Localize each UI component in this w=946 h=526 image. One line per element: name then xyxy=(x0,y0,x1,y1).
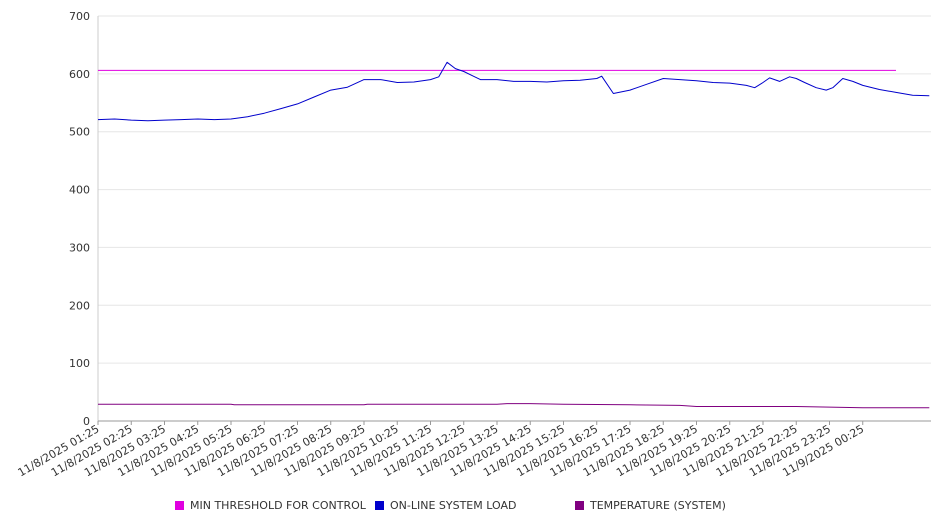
y-tick-label: 200 xyxy=(69,299,90,312)
y-axis-tick-labels: 0 100 200 300 400 500 600 700 xyxy=(69,10,90,428)
y-tick-label: 400 xyxy=(69,184,90,197)
horizontal-gridlines xyxy=(98,15,931,364)
y-tick-label: 0 xyxy=(83,415,90,428)
y-tick-label: 300 xyxy=(69,241,90,254)
y-tick-label: 600 xyxy=(69,68,90,81)
legend-swatch xyxy=(375,501,384,510)
legend-swatch xyxy=(575,501,584,510)
legend-label: MIN THRESHOLD FOR CONTROL xyxy=(190,499,367,512)
series-line-2 xyxy=(98,403,930,409)
series-lines xyxy=(97,61,930,409)
series-line-1 xyxy=(97,61,930,122)
legend-swatch xyxy=(175,501,184,510)
legend: MIN THRESHOLD FOR CONTROL ON-LINE SYSTEM … xyxy=(175,499,726,512)
y-tick-label: 500 xyxy=(69,126,90,139)
y-tick-label: 700 xyxy=(69,10,90,23)
legend-label: ON-LINE SYSTEM LOAD xyxy=(390,499,516,512)
y-tick-label: 100 xyxy=(69,357,90,370)
legend-label: TEMPERATURE (SYSTEM) xyxy=(589,499,726,512)
